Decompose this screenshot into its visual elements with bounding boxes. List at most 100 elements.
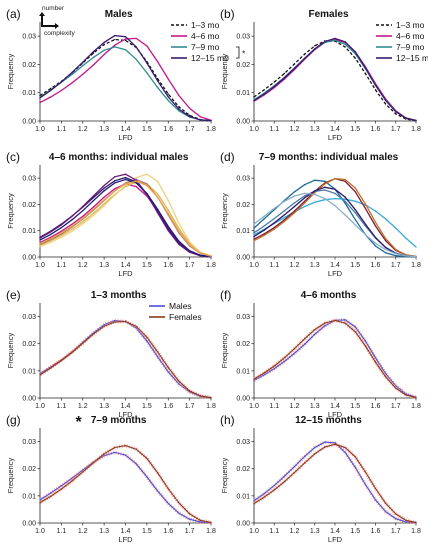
data-point [167, 209, 169, 211]
data-point [415, 246, 417, 248]
data-point [60, 226, 63, 229]
data-point [103, 184, 105, 187]
y-tick-label: 0.02 [22, 341, 36, 348]
data-point [49, 237, 52, 240]
legend-entry: 4–6 mo [191, 31, 220, 41]
x-tick-label: 1.6 [371, 262, 381, 269]
x-tick-label: 1.7 [185, 403, 195, 410]
data-point [283, 218, 286, 221]
series-line [39, 178, 212, 257]
x-tick-label: 1.0 [35, 262, 45, 269]
data-point [82, 221, 84, 223]
data-point [82, 471, 84, 473]
data-point [114, 321, 116, 323]
y-axis-label: Frequency [6, 333, 15, 369]
y-tick-label: 0.00 [22, 521, 36, 528]
data-point [303, 53, 306, 55]
data-point [324, 183, 326, 185]
x-tick-label: 1.1 [57, 403, 67, 410]
data-point [395, 227, 397, 229]
data-point [49, 492, 52, 494]
data-point [334, 197, 336, 200]
data-point [334, 205, 336, 207]
x-tick-label: 1.3 [99, 403, 109, 410]
error-band [39, 450, 212, 525]
data-point [178, 94, 180, 97]
data-point [199, 119, 202, 121]
data-point [39, 243, 41, 246]
data-point [135, 180, 137, 182]
data-point [344, 43, 346, 45]
data-point [210, 397, 212, 399]
data-point [167, 78, 169, 80]
data-point [395, 113, 397, 115]
x-axis-label: LFD [328, 269, 343, 278]
data-point [283, 360, 286, 363]
series-line [39, 178, 212, 258]
data-point [210, 255, 212, 257]
data-point [395, 387, 397, 389]
series-line [253, 178, 417, 258]
data-point [39, 242, 41, 245]
data-point [334, 39, 336, 42]
panel-label: (g) [6, 413, 21, 427]
data-point [253, 240, 255, 242]
data-point [344, 198, 346, 200]
panel-b: (b) Females 1.0 1.1 1.2 1.3 1.4 1.5 1.6 1.7 1.8 0.0… [220, 7, 428, 142]
panel-d: (d) 7–9 months: individual males 1.0 1.1 1.2… [220, 150, 421, 278]
panel-label: (a) [6, 7, 21, 21]
data-point [263, 492, 265, 495]
x-tick-label: 1.2 [290, 403, 300, 410]
data-point [314, 333, 316, 335]
series-line [39, 320, 212, 399]
data-point [324, 322, 326, 324]
data-point [293, 205, 296, 208]
x-tick-label: 1.3 [99, 528, 109, 535]
data-point [124, 178, 127, 181]
data-point [283, 475, 286, 478]
data-point [156, 86, 159, 89]
x-tick-label: 1.7 [391, 262, 401, 269]
data-point [415, 119, 417, 122]
data-point [124, 184, 127, 187]
data-point [303, 195, 306, 197]
panel-h: (h) 12–15 months 1.0 1.1 1.2 1.3 1.4 1.5 1.6 1.7 1… [220, 413, 421, 544]
x-tick-label: 1.7 [185, 126, 195, 133]
data-point [146, 457, 148, 460]
data-point [146, 45, 148, 47]
data-point [135, 179, 137, 181]
data-point [395, 110, 397, 113]
data-point [354, 200, 356, 202]
data-point [344, 451, 346, 454]
data-point [364, 225, 367, 227]
y-tick-label: 0.02 [22, 202, 36, 209]
legend-entry: 4–6 mo [396, 31, 425, 41]
data-point [303, 462, 306, 464]
data-point [124, 320, 127, 323]
data-point [273, 226, 275, 229]
data-point [39, 237, 41, 239]
x-tick-label: 1.5 [350, 528, 360, 535]
data-point [135, 448, 137, 450]
data-point [92, 212, 95, 215]
data-point [364, 72, 367, 75]
data-point [92, 64, 95, 66]
data-point [178, 230, 180, 232]
data-point [263, 233, 265, 235]
x-tick-label: 1.4 [330, 528, 340, 535]
y-axis-label: Frequency [220, 54, 229, 90]
data-point [344, 46, 346, 48]
data-point [283, 72, 286, 75]
data-point [92, 51, 95, 53]
data-point [364, 203, 367, 205]
y-tick-label: 0.00 [236, 119, 250, 126]
data-point [324, 446, 326, 448]
series-line [39, 34, 212, 122]
panel-label: (h) [220, 413, 235, 427]
data-point [210, 120, 212, 122]
data-point [156, 60, 159, 63]
data-point [188, 241, 191, 243]
legend-entry: Females [169, 312, 202, 322]
legend-entry: 12–15 mo [396, 53, 428, 63]
x-tick-label: 1.1 [57, 528, 67, 535]
